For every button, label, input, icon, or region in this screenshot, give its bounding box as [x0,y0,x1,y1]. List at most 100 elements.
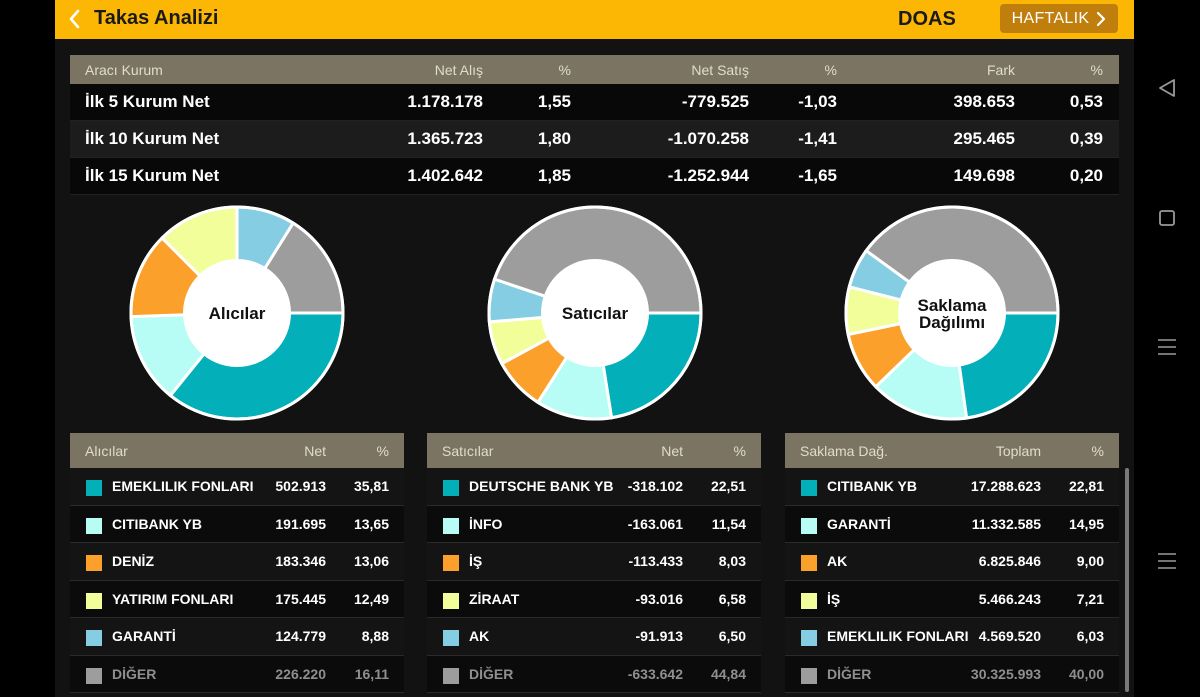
row-name: CITIBANK YB [827,478,917,495]
row-net: 502.913 [275,478,326,495]
summary-net-sell: -1.252.944 [667,166,749,185]
nav-home-button[interactable] [1150,201,1184,235]
row-pct: 44,84 [710,665,746,682]
legend-swatch [443,555,459,571]
table-row[interactable]: EMEKLILIK FONLARI 502.913 35,81 [70,468,404,506]
nav-back-button[interactable] [1150,71,1184,105]
triangle-back-icon [1159,79,1175,97]
row-pct: 13,06 [353,553,389,570]
row-total: 5.466.243 [978,590,1041,607]
row-pct: 16,11 [354,665,389,682]
col-diff: Fark [987,61,1015,78]
summary-net-buy: 1.178.178 [407,92,483,111]
row-total: 4.569.520 [978,628,1041,645]
row-total: 6.825.846 [978,553,1041,570]
row-pct: 22,51 [710,478,746,495]
summary-row: İlk 15 Kurum Net 1.402.642 1,85 -1.252.9… [70,158,1119,195]
table-row[interactable]: GARANTİ 124.779 8,88 [70,618,404,656]
row-net: -318.102 [627,478,683,495]
pie-outline [129,205,345,421]
row-net: -633.642 [627,665,683,682]
header-name: Satıcılar [442,442,494,459]
table-row[interactable]: İŞ -113.433 8,03 [427,543,761,581]
row-pct: 9,00 [1076,553,1104,570]
period-selector-button[interactable]: HAFTALIK [1000,4,1118,33]
row-name: GARANTİ [827,515,891,532]
summary-net-buy-pct: 1,80 [537,129,571,148]
table-row[interactable]: ZİRAAT -93.016 6,58 [427,580,761,618]
summary-row: İlk 10 Kurum Net 1.365.723 1,80 -1.070.2… [70,121,1119,158]
table-row[interactable]: İNFO -163.061 11,54 [427,505,761,543]
legend-swatch [86,667,102,684]
nav-menu-button[interactable] [1150,330,1184,364]
row-name: DİĞER [112,665,157,682]
table-row[interactable]: DİĞER 30.325.993 40,00 [785,655,1119,693]
legend-swatch [443,517,459,534]
col-net-sell-pct: % [824,61,837,78]
table-row[interactable]: İŞ 5.466.243 7,21 [785,580,1119,618]
row-name: AK [827,553,848,570]
summary-net-buy-pct: 1,55 [537,92,571,111]
table-row[interactable]: DİĞER -633.642 44,84 [427,655,761,693]
summary-header: Aracı Kurum Net Alış % Net Satış % Fark … [70,55,1119,84]
scrollbar[interactable] [1125,468,1129,692]
header-total: Toplam [995,442,1041,459]
sellers-table: Satıcılar Net% DEUTSCHE BANK YB -318.102 22,… [427,433,761,693]
legend-swatch [86,630,102,646]
table-header: Satıcılar Net% [427,433,761,468]
table-row[interactable]: CITIBANK YB 191.695 13,65 [70,505,404,543]
summary-label: İlk 15 Kurum Net [85,166,220,185]
row-total: 30.325.993 [970,665,1041,682]
summary-diff-pct: 0,53 [1069,92,1103,111]
col-net-buy-pct: % [558,61,571,78]
legend-swatch [443,592,459,609]
summary-net-buy-pct: 1,85 [537,166,571,185]
summary-label: İlk 5 Kurum Net [85,92,210,111]
row-name: CITIBANK YB [112,515,202,532]
row-net: 191.695 [275,515,326,532]
row-net: -113.433 [628,553,684,570]
table-row[interactable]: CITIBANK YB 17.288.623 22,81 [785,468,1119,506]
legend-swatch [86,480,102,496]
table-row[interactable]: GARANTİ 11.332.585 14,95 [785,505,1119,543]
summary-diff-pct: 0,39 [1069,129,1103,148]
row-pct: 8,88 [361,628,389,645]
period-label: HAFTALIK [1011,9,1090,27]
summary-row: İlk 5 Kurum Net 1.178.178 1,55 -779.525 … [70,84,1119,121]
col-diff-pct: % [1090,61,1103,78]
row-total: 11.332.585 [971,515,1041,532]
pie-outline [487,205,703,421]
table-row[interactable]: DİĞER 226.220 16,11 [70,655,404,693]
row-pct: 35,81 [353,478,389,495]
table-row[interactable]: DENİZ 183.346 13,06 [70,543,404,581]
nav-recents-button[interactable] [1150,544,1184,578]
row-total: 17.288.623 [970,478,1041,495]
row-name: DEUTSCHE BANK YB [469,478,614,495]
app-window: Takas Analizi DOAS HAFTALIK Aracı Kurum … [55,0,1134,697]
buyers-donut-chart: Alıcılar [129,205,345,421]
row-name: ZİRAAT [469,590,520,607]
header-net: Net [304,442,326,459]
row-name: İŞ [827,590,841,607]
row-name: AK [469,628,490,645]
row-pct: 6,03 [1076,628,1104,645]
row-net: -163.061 [627,515,683,532]
header-pct: % [1091,442,1104,459]
table-row[interactable]: YATIRIM FONLARI 175.445 12,49 [70,580,404,618]
summary-net-buy: 1.365.723 [407,129,483,148]
table-row[interactable]: DEUTSCHE BANK YB -318.102 22,51 [427,468,761,506]
legend-swatch [801,667,817,684]
back-button[interactable] [63,6,89,32]
table-row[interactable]: EMEKLILIK FONLARI 4.569.520 6,03 [785,618,1119,656]
table-row[interactable]: AK -91.913 6,50 [427,618,761,656]
row-name: GARANTİ [112,628,176,645]
custody-chart-label-line2: Dağılımı [919,313,985,332]
donut-hole [541,259,649,367]
sellers-chart-label: Satıcılar [562,304,629,323]
legend-swatch [443,667,459,684]
summary-diff: 149.698 [953,166,1015,185]
table-row[interactable]: AK 6.825.846 9,00 [785,543,1119,581]
row-pct: 8,03 [718,553,746,570]
table-header: Alıcılar Net% [70,433,404,468]
row-name: DİĞER [469,665,514,682]
